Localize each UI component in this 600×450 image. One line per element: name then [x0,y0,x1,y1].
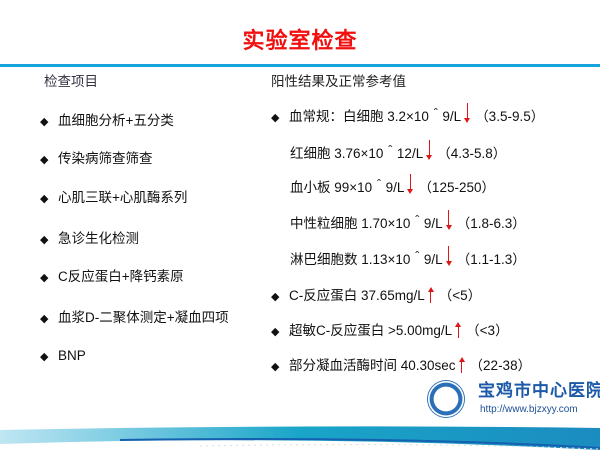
result-item: ◆ 部分凝血活酶时间 40.30sec （22-38） [271,357,532,374]
arrow-down-icon [445,246,452,266]
reference-range: （1.1-1.3） [456,252,526,267]
bullet-diamond-icon: ◆ [271,112,280,124]
bullet-diamond-icon: ◆ [40,154,49,166]
bullet-diamond-icon: ◆ [271,361,280,373]
arrow-up-icon [458,357,465,373]
arrow-down-icon [464,103,471,123]
result-label: 血小板 99×10＾9/L [290,180,405,195]
reference-range: （3.5-9.5） [475,109,545,124]
test-item-label: 血细胞分析+五分类 [58,113,174,128]
reference-range: （125-250） [418,180,495,195]
right-column-header: 阳性结果及正常参考值 [271,74,406,89]
footer-wave [0,426,600,450]
test-item-label: 血浆D-二聚体测定+凝血四项 [58,310,229,325]
slide-title: 实验室检查 [242,28,358,53]
test-item-label: C反应蛋白+降钙素原 [58,269,184,284]
bullet-diamond-icon: ◆ [40,272,49,284]
test-item: ◆ 急诊生化检测 [40,231,139,247]
result-item: 红细胞 3.76×10＾12/L （4.3-5.8） [290,140,507,162]
test-item-label: 传染病筛查筛查 [58,151,153,166]
arrow-down-icon [426,140,433,160]
result-label: 血常规：白细胞 3.2×10＾9/L [289,109,462,124]
result-label: 中性粒细胞 1.70×10＾9/L [290,216,443,231]
bullet-diamond-icon: ◆ [40,116,49,128]
result-item: 淋巴细胞数 1.13×10＾9/L （1.1-1.3） [290,246,526,268]
test-item: ◆ 血浆D-二聚体测定+凝血四项 [40,310,229,326]
hospital-name: 宝鸡市中心医院 [478,381,600,401]
test-item-label: BNP [58,348,86,363]
bullet-diamond-icon: ◆ [40,193,49,205]
result-label: 超敏C-反应蛋白 >5.00mg/L [289,323,453,338]
test-item-label: 急诊生化检测 [58,231,139,246]
result-item: ◆ 血常规：白细胞 3.2×10＾9/L （3.5-9.5） [271,103,545,125]
result-label: 红细胞 3.76×10＾12/L [290,146,424,161]
result-item: 血小板 99×10＾9/L （125-250） [290,174,495,196]
test-item-label: 心肌三联+心肌酶系列 [58,190,188,205]
bullet-diamond-icon: ◆ [271,326,280,338]
hospital-url: http://www.bjzxyy.com [480,404,578,415]
result-label: 部分凝血活酶时间 40.30sec [289,358,456,373]
arrow-down-icon [407,174,414,194]
bullet-diamond-icon: ◆ [271,291,280,303]
reference-range: （22-38） [469,358,532,373]
test-item: ◆ 传染病筛查筛查 [40,151,153,167]
result-item: ◆ C-反应蛋白 37.65mg/L （<5） [271,287,482,304]
reference-range: （<5） [438,288,482,303]
result-label: C-反应蛋白 37.65mg/L [289,288,425,303]
left-column-header: 检查项目 [44,74,98,89]
bullet-diamond-icon: ◆ [40,313,49,325]
hospital-logo [427,380,465,418]
bullet-diamond-icon: ◆ [40,234,49,246]
reference-range: （<3） [466,323,509,338]
bullet-diamond-icon: ◆ [40,351,49,363]
reference-range: （4.3-5.8） [437,146,507,161]
arrow-up-icon [427,287,434,303]
arrow-down-icon [445,210,452,230]
reference-range: （1.8-6.3） [456,216,526,231]
result-item: 中性粒细胞 1.70×10＾9/L （1.8-6.3） [290,210,526,232]
result-item: ◆ 超敏C-反应蛋白 >5.00mg/L （<3） [271,322,509,339]
test-item: ◆ 血细胞分析+五分类 [40,113,174,129]
test-item: ◆ C反应蛋白+降钙素原 [40,269,184,285]
test-item: ◆ BNP [40,348,86,364]
header-divider [0,64,600,67]
result-label: 淋巴细胞数 1.13×10＾9/L [290,252,443,267]
arrow-up-icon [455,322,462,338]
test-item: ◆ 心肌三联+心肌酶系列 [40,190,187,206]
